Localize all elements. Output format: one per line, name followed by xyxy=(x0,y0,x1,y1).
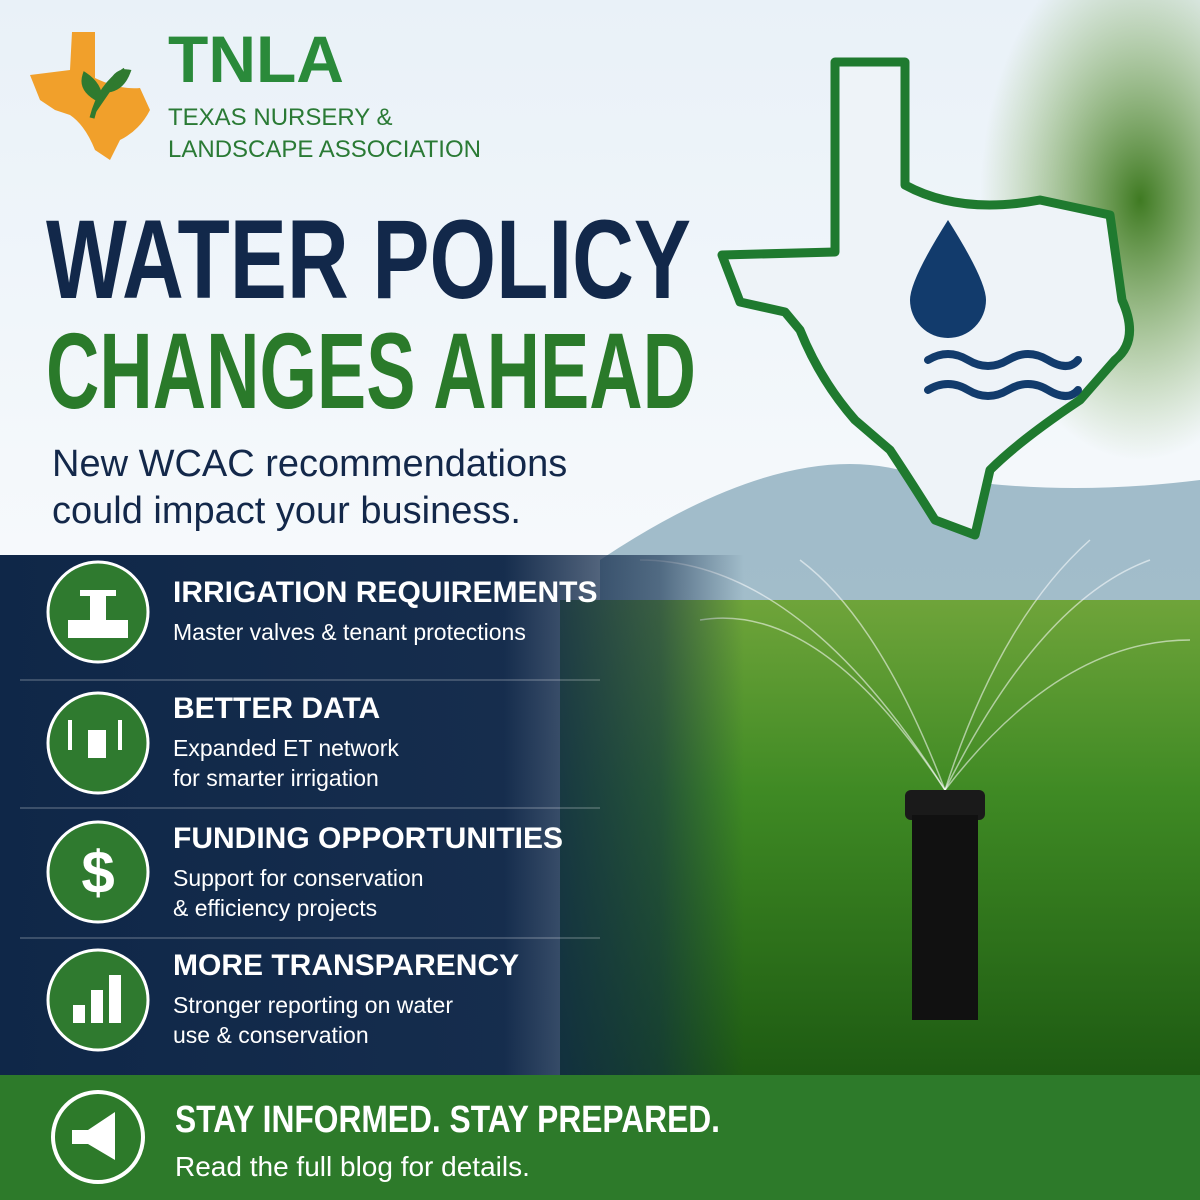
subhead: New WCAC recommendations xyxy=(52,443,567,485)
features-panel xyxy=(0,555,1200,1075)
item-desc: Stronger reporting on water xyxy=(173,992,453,1018)
item-title: FUNDING OPPORTUNITIES xyxy=(173,822,563,855)
headline: WATER POLICY xyxy=(46,197,691,322)
svg-text:$: $ xyxy=(81,839,114,906)
item-title: BETTER DATA xyxy=(173,692,380,725)
item-desc: & efficiency projects xyxy=(173,895,377,921)
logo-leaf xyxy=(81,67,132,119)
footer-title: STAY INFORMED. STAY PREPARED. xyxy=(175,1099,720,1141)
icon-glyphs: $ xyxy=(68,590,128,1023)
footer-icon-ring xyxy=(51,1090,145,1184)
item-desc: Master valves & tenant protections xyxy=(173,619,526,645)
logo-name: TEXAS NURSERY & xyxy=(168,104,393,131)
subhead: could impact your business. xyxy=(52,490,521,532)
water-waves xyxy=(924,350,1082,400)
headline: CHANGES AHEAD xyxy=(46,310,696,431)
item-title: IRRIGATION REQUIREMENTS xyxy=(173,576,597,609)
logo-abbr: TNLA xyxy=(168,22,344,96)
feature-list: IRRIGATION REQUIREMENTS Master valves & t… xyxy=(173,576,597,1048)
logo-name: LANDSCAPE ASSOCIATION xyxy=(168,136,481,163)
item-title: MORE TRANSPARENCY xyxy=(173,949,519,982)
item-desc: use & conservation xyxy=(173,1022,369,1048)
megaphone xyxy=(72,1112,115,1160)
footer-band xyxy=(0,1075,1200,1200)
item-desc: Support for conservation xyxy=(173,865,424,891)
dividers xyxy=(20,679,600,939)
item-desc: for smarter irrigation xyxy=(173,765,379,791)
footer-text: Read the full blog for details. xyxy=(175,1151,530,1182)
water-drop xyxy=(910,220,986,338)
item-desc: Expanded ET network xyxy=(173,735,399,761)
